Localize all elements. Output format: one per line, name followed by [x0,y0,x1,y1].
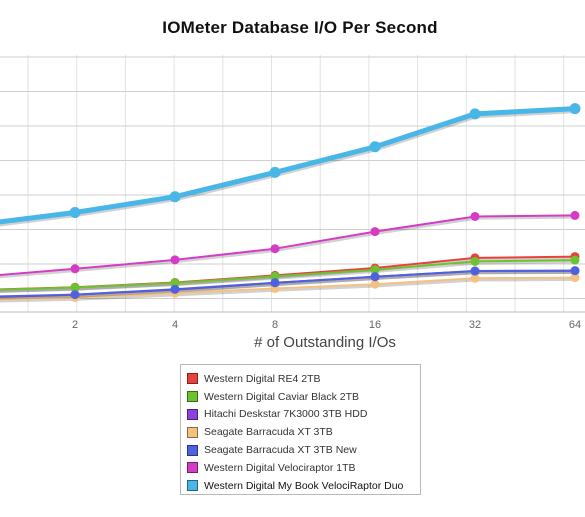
data-point [369,141,381,153]
x-tick-label: 32 [469,319,481,330]
data-point [70,290,80,300]
legend: Western Digital RE4 2TB Western Digital C… [180,364,421,495]
legend-item: Western Digital RE4 2TB [187,370,420,388]
x-axis-title: # of Outstanding I/Os [254,334,396,351]
data-point [269,166,281,178]
legend-swatch [187,480,198,492]
legend-item: Western Digital Velociraptor 1TB [187,459,420,477]
series-western-digital-my-book-velociraptor-duo [0,103,581,227]
legend-item: Seagate Barracuda XT 3TB New [187,441,420,459]
data-point [469,108,481,120]
legend-label: Seagate Barracuda XT 3TB New [204,444,357,457]
data-point [170,255,180,265]
legend-swatch [187,391,198,403]
data-point [569,103,581,115]
legend-label: Western Digital RE4 2TB [204,372,321,385]
data-point [69,207,81,219]
legend-label: Seagate Barracuda XT 3TB [204,426,333,439]
grid [0,55,585,313]
data-point [270,271,280,281]
series-line-shadow [0,216,577,279]
data-point [370,227,380,237]
x-tick-label: 16 [369,319,381,330]
chart-title: IOMeter Database I/O Per Second [162,18,438,37]
data-point [470,211,480,221]
legend-label: Western Digital My Book VelociRaptor Duo [204,479,404,492]
series-western-digital-velociraptor-1tb [0,210,580,279]
data-point [370,265,380,275]
legend-label: Hitachi Deskstar 7K3000 3TB HDD [204,408,368,421]
data-point [169,191,181,203]
data-point [470,273,480,283]
data-point [570,273,580,283]
data-point [570,210,580,220]
data-point [170,278,180,288]
data-point [70,282,80,292]
data-point [270,278,280,288]
legend-item: Seagate Barracuda XT 3TB [187,423,420,441]
data-point [470,266,480,276]
legend-item: Western Digital My Book VelociRaptor Duo [187,477,420,495]
data-point [370,279,380,289]
data-point [70,264,80,274]
legend-item: Hitachi Deskstar 7K3000 3TB HDD [187,406,420,424]
chart-plot: 2 4 8 16 32 64 [0,55,585,330]
x-tick-label: 64 [569,319,581,330]
data-point [570,255,580,265]
data-point [370,272,380,282]
data-point [270,244,280,254]
legend-label: Western Digital Velociraptor 1TB [204,461,356,474]
legend-label: Western Digital Caviar Black 2TB [204,390,360,403]
legend-swatch [187,373,198,385]
data-point [570,266,580,276]
legend-swatch [187,426,198,438]
legend-swatch [187,444,198,456]
x-tick-label: 2 [72,319,78,330]
data-point [170,284,180,294]
x-tick-label: 8 [272,319,278,330]
legend-swatch [187,462,198,474]
series-western-digital-caviar-black-2tb [0,255,580,293]
series-seagate-barracuda-xt-3tb-new [0,266,580,300]
legend-swatch [187,408,198,420]
data-point [470,256,480,266]
legend-item: Western Digital Caviar Black 2TB [187,388,420,406]
series-line [0,214,576,276]
x-tick-label: 4 [172,319,178,330]
